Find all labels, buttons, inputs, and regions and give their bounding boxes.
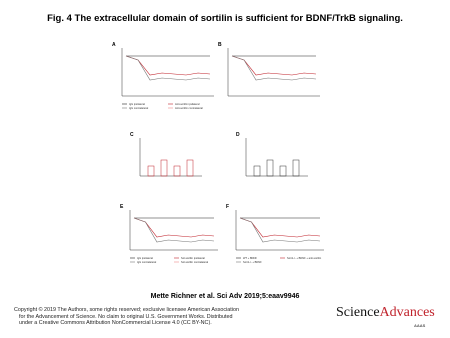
title: Fig. 4 The extracellular domain of sorti… (47, 13, 403, 24)
axis (235, 210, 324, 251)
bar-shape (186, 159, 194, 177)
copyright-line: Copyright © 2019 The Authors, some right… (14, 307, 239, 313)
curve (125, 55, 211, 76)
panel-label: D (236, 132, 240, 138)
curve (239, 217, 321, 238)
logo-text: Science (336, 305, 380, 320)
panel-label: E (120, 204, 124, 210)
legend-label: Sort1-/- + BDNF + anti-sortilin (287, 256, 322, 260)
legend-label: IgG ipsilateral (137, 256, 153, 260)
curve (125, 55, 211, 81)
bar-shape (292, 159, 300, 177)
curve (133, 217, 215, 243)
bar-shape (147, 165, 155, 177)
legend-label: Anti-sortilin contralateral (175, 106, 203, 110)
bar-shape (173, 165, 181, 177)
legend-label: Sol-sortilin ipsilateral (181, 256, 205, 260)
panel-label: F (226, 204, 229, 210)
bar-shape (279, 165, 287, 177)
legend-label: Sort1-/- + BDNF (243, 260, 262, 264)
copyright-line: under a Creative Commons Attribution Non… (19, 320, 212, 327)
legend-label: IgG contralateral (129, 106, 149, 110)
legend-label: IgG contralateral (137, 260, 157, 264)
logo-sub: AAAS (414, 323, 426, 328)
axis (245, 138, 308, 177)
legend-label: Anti-sortilin ipsilateral (175, 102, 200, 106)
axis (121, 48, 214, 97)
legend-label: Sol-sortilin contralateral (181, 260, 209, 264)
curve (133, 217, 215, 238)
axis (227, 48, 320, 97)
curve (231, 55, 317, 76)
axis (129, 210, 218, 251)
panel-label: B (218, 42, 222, 48)
bar-shape (160, 159, 168, 177)
axis (139, 138, 202, 177)
legend-label: WT + BDNF (243, 256, 257, 260)
citation: Mette Richner et al. Sci Adv 2019;5:eaav… (150, 293, 300, 300)
logo: ScienceAdvances (336, 305, 435, 321)
panel-label: A (112, 42, 116, 48)
curve (231, 55, 317, 81)
copyright: Copyright © 2019 The Authors, some right… (14, 307, 239, 327)
panel-label: C (130, 132, 134, 138)
copyright-line: for the Advancement of Science. No claim… (19, 313, 233, 320)
logo-text: Advances (379, 305, 435, 320)
legend-label: IgG ipsilateral (129, 102, 145, 106)
bar-shape (266, 159, 274, 177)
bar-shape (253, 165, 261, 177)
curve (239, 217, 321, 243)
